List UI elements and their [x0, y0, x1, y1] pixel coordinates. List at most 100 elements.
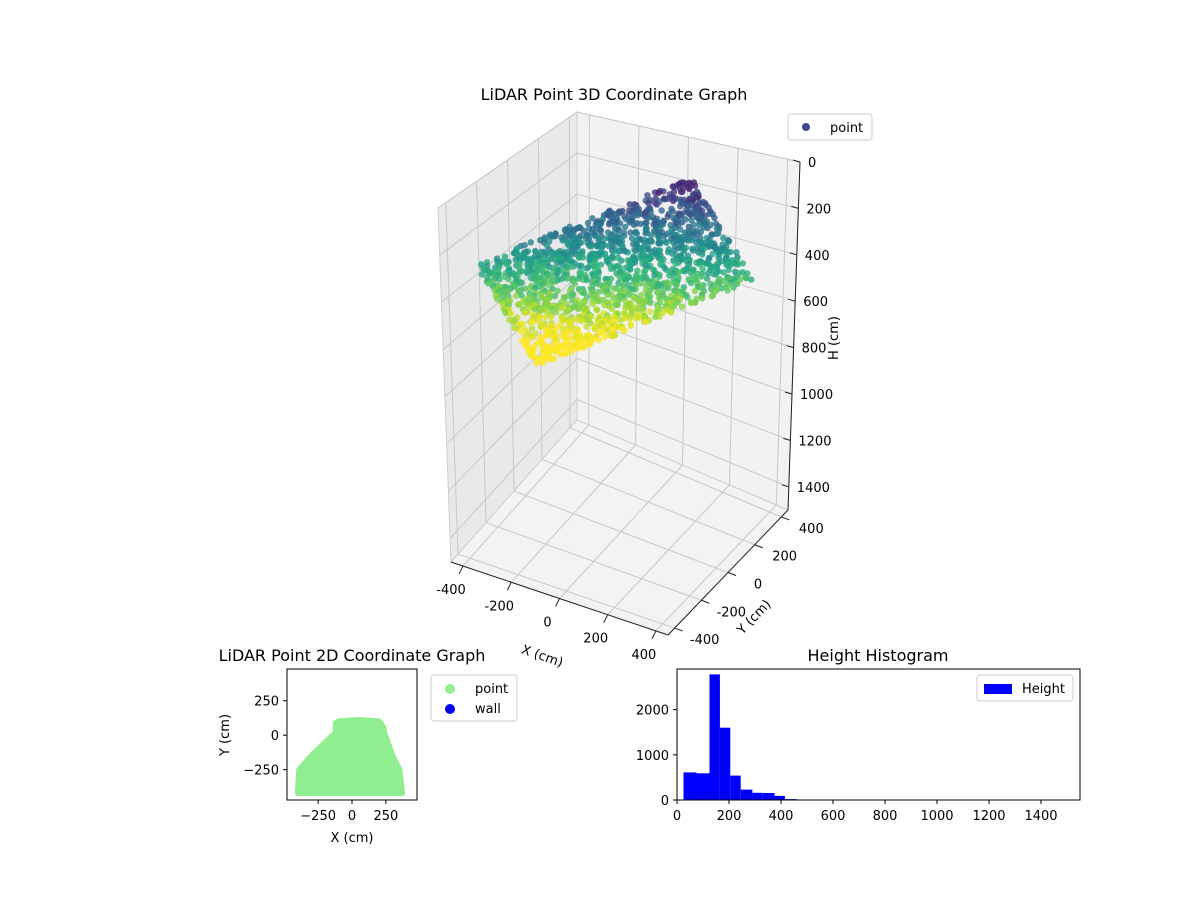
grid-floor-y: [485, 522, 702, 601]
cloud-point-3d: [549, 233, 556, 240]
cloud-point-3d: [734, 261, 742, 268]
y-tick-label-3d: 200: [772, 550, 797, 565]
cloud-point-3d: [488, 270, 495, 277]
cloud-point-3d: [522, 342, 529, 349]
cloud-point-3d: [624, 249, 631, 256]
cloud-point-3d: [607, 265, 615, 272]
cloud-point-3d: [544, 281, 552, 288]
cloud-point-3d: [655, 189, 662, 196]
z-tick-label-3d: 0: [808, 156, 816, 171]
cloud-point-3d: [595, 269, 602, 276]
cloud-point-3d: [518, 328, 525, 335]
x-tick-label-3d: 400: [632, 648, 657, 663]
grid-left-y: [507, 159, 515, 492]
y-tick-label-2d: −250: [243, 764, 279, 779]
z-tick-3d: [789, 252, 797, 256]
cloud-point-3d: [589, 215, 596, 222]
cloud-point-3d: [629, 286, 637, 293]
cloud-point-3d: [687, 279, 695, 287]
cloud-point-3d: [684, 237, 692, 244]
cloud-point-3d: [591, 326, 599, 333]
cloud-point-3d: [578, 262, 585, 269]
cloud-point-3d: [627, 229, 634, 236]
cloud-point-3d: [706, 243, 713, 250]
cloud-point-3d: [577, 317, 585, 325]
cloud-point-3d: [642, 318, 649, 326]
cloud-point-3d: [647, 208, 654, 215]
cloud-point-3d: [554, 287, 561, 294]
cloud-point-3d: [689, 247, 697, 254]
cloud-point-3d: [637, 280, 644, 287]
cloud-point-3d: [642, 230, 649, 237]
x-axis-label-2d: X (cm): [331, 831, 374, 846]
cloud-point-3d: [558, 304, 566, 311]
cloud-point-3d: [593, 243, 601, 250]
histogram-bar: [774, 795, 785, 800]
y-tick-3d: [781, 516, 790, 521]
x-tick-label-hist: 1000: [920, 809, 953, 824]
cloud-point-3d: [632, 314, 639, 322]
cloud-point-3d: [664, 213, 671, 220]
z-tick-label-3d: 1200: [798, 434, 831, 449]
cloud-point-3d: [739, 260, 746, 267]
cloud-point-3d: [533, 360, 540, 367]
grid-floor-y: [541, 458, 755, 546]
cloud-point-3d: [529, 318, 536, 326]
x-tick-3d: [603, 614, 609, 623]
cloud-point-3d: [627, 266, 634, 273]
x-tick-label-3d: -400: [436, 583, 466, 598]
cloud-point-3d: [713, 287, 720, 295]
cloud-point-3d: [597, 227, 605, 235]
cloud-point-3d: [518, 292, 525, 299]
cloud-point-3d: [699, 251, 706, 258]
cloud-point-3d: [645, 200, 652, 207]
grid-floor-y: [457, 553, 675, 629]
cloud-point-3d: [733, 249, 740, 256]
ticks-histogram: 0 200 400 600 800 1000 1200 1400 0 1000 2000: [636, 704, 1058, 824]
z-tick-3d: [781, 484, 789, 488]
cloud-point-3d: [519, 321, 526, 328]
cloud-point-3d: [601, 333, 608, 341]
z-tick-label-3d: 1000: [800, 388, 833, 403]
histogram-bar: [740, 789, 753, 800]
histogram-title: Height Histogram: [808, 646, 949, 665]
cloud-point-3d: [677, 203, 684, 210]
cloud-point-3d: [691, 287, 699, 295]
cloud-point-3d: [557, 351, 564, 358]
cloud-point-3d: [647, 232, 655, 239]
cloud-point-3d: [712, 271, 719, 278]
grid-back-x: [728, 148, 739, 486]
cloud-point-3d: [512, 292, 520, 300]
cloud-point-3d: [510, 318, 517, 326]
plot3d: LiDAR Point 3D Coordinate Graph -400 -200…: [436, 85, 873, 671]
legend-histogram-box: [976, 674, 1074, 702]
cloud-point-3d: [621, 327, 628, 334]
cloud-point-3d: [724, 238, 732, 246]
histogram-bar: [709, 674, 720, 800]
cloud-point-3d: [609, 332, 616, 339]
cloud-point-3d: [748, 276, 755, 283]
cloud-point-3d: [679, 188, 686, 196]
cloud-point-3d: [617, 316, 624, 324]
cloud-point-3d: [627, 322, 635, 330]
cloud-point-3d: [501, 253, 509, 260]
cloud-point-3d: [699, 295, 706, 302]
cloud-point-3d: [583, 323, 590, 330]
cloud-point-3d: [663, 239, 670, 246]
legend-2d-label-wall: wall: [475, 702, 501, 717]
cloud-point-3d: [640, 275, 647, 282]
cloud-point-3d: [604, 291, 611, 298]
cloud-point-3d: [644, 192, 651, 199]
cloud-point-3d: [708, 293, 715, 300]
cloud-point-3d: [554, 259, 561, 267]
cloud-point-3d: [725, 266, 732, 274]
histogram-bar: [752, 792, 763, 800]
histogram-bar: [730, 775, 741, 800]
z-tick-3d: [784, 391, 793, 395]
cloud-point-3d: [545, 356, 553, 363]
cloud-point-3d: [584, 219, 592, 227]
grid-z: [449, 398, 789, 539]
cloud-point-3d: [698, 273, 705, 280]
cloud-point-3d: [648, 238, 655, 245]
